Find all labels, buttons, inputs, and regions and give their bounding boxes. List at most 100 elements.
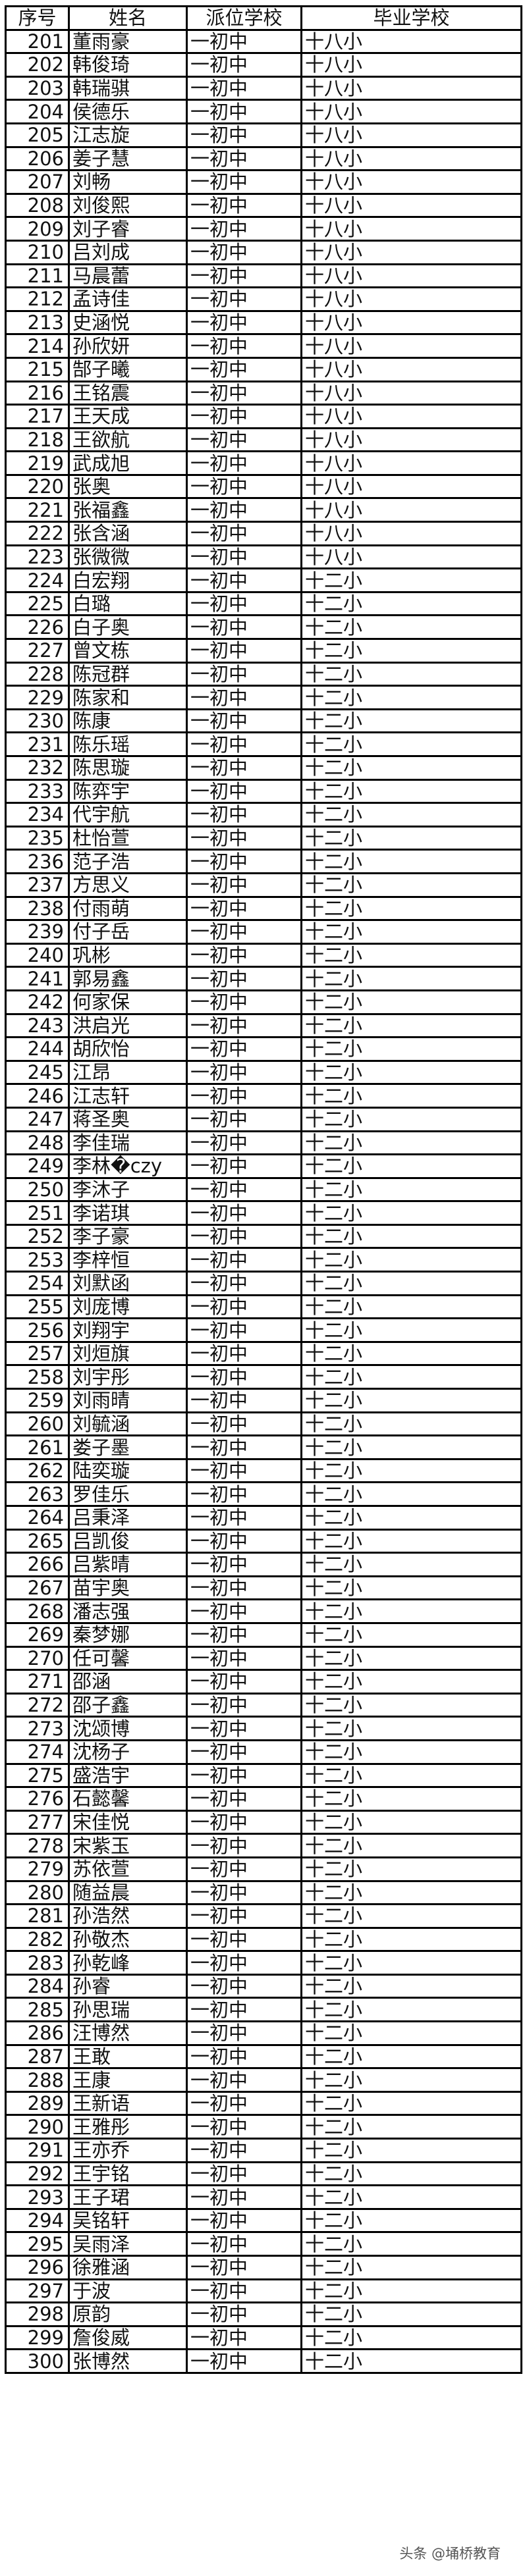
row-number: 238 [5, 895, 70, 922]
student-name: 刘默函 [68, 1271, 188, 1296]
row-number: 280 [5, 1879, 70, 1906]
row-number: 285 [5, 1997, 70, 2023]
assigned-school: 一初中 [186, 1271, 302, 1296]
watermark: 头条 @埇桥教育 [399, 2546, 501, 2562]
graduate-school: 十八小 [300, 521, 522, 546]
student-name: 吕紫晴 [68, 1552, 188, 1577]
row-number: 244 [5, 1036, 70, 1062]
graduate-school: 十八小 [300, 404, 522, 429]
table-row: 204 侯德乐 一初中 十八小 [5, 99, 522, 124]
student-name: 孙敬杰 [68, 1926, 188, 1953]
table-row: 274 沈杨子 一初中 十二小 [5, 1739, 522, 1765]
student-name: 王康 [68, 2067, 188, 2093]
assigned-school: 一初中 [186, 872, 302, 898]
row-number: 209 [5, 216, 70, 242]
assigned-school: 一初中 [186, 1645, 302, 1671]
graduate-school: 十二小 [300, 1388, 522, 1413]
table-row: 229 陈家和 一初中 十二小 [5, 685, 522, 710]
student-name: 张福鑫 [68, 497, 188, 523]
assigned-school: 一初中 [186, 989, 302, 1015]
assigned-school: 一初中 [186, 1083, 302, 1109]
graduate-school: 十二小 [300, 1598, 522, 1624]
student-name: 邵子鑫 [68, 1692, 188, 1718]
student-name: 郭易鑫 [68, 966, 188, 991]
table-row: 261 娄子墨 一初中 十二小 [5, 1434, 522, 1460]
graduate-school: 十八小 [300, 356, 522, 382]
student-name: 潘志强 [68, 1598, 188, 1624]
table-row: 276 石懿馨 一初中 十二小 [5, 1786, 522, 1812]
row-number: 234 [5, 802, 70, 828]
assigned-school: 一初中 [186, 1247, 302, 1273]
graduate-school: 十二小 [300, 895, 522, 922]
graduate-school: 十二小 [300, 872, 522, 898]
assigned-school: 一初中 [186, 2114, 302, 2140]
table-row: 238 付雨萌 一初中 十二小 [5, 895, 522, 922]
graduate-school: 十二小 [300, 1247, 522, 1273]
table-row: 207 刘畅 一初中 十八小 [5, 169, 522, 195]
assigned-school: 一初中 [186, 919, 302, 945]
assigned-school: 一初中 [186, 1552, 302, 1577]
graduate-school: 十二小 [300, 849, 522, 874]
table-row: 253 李梓恒 一初中 十二小 [5, 1247, 522, 1273]
student-name: 陈冠群 [68, 661, 188, 687]
row-number: 298 [5, 2301, 70, 2327]
row-number: 241 [5, 966, 70, 991]
student-name: 蒋圣奥 [68, 1106, 188, 1132]
student-name: 方思义 [68, 872, 188, 898]
assigned-school: 一初中 [186, 1926, 302, 1953]
table-row: 208 刘俊熙 一初中 十八小 [5, 192, 522, 219]
row-number: 266 [5, 1552, 70, 1577]
row-number: 231 [5, 731, 70, 757]
assigned-school: 一初中 [186, 591, 302, 617]
assigned-school: 一初中 [186, 404, 302, 429]
table-row: 290 王雅彤 一初中 十二小 [5, 2114, 522, 2140]
graduate-school: 十二小 [300, 1926, 522, 1953]
assigned-school: 一初中 [186, 2138, 302, 2163]
student-name: 白宏翔 [68, 567, 188, 593]
assigned-school: 一初中 [186, 1621, 302, 1648]
table-row: 215 郜子曦 一初中 十八小 [5, 356, 522, 382]
assigned-school: 一初中 [186, 1153, 302, 1179]
row-number: 278 [5, 1833, 70, 1858]
row-number: 237 [5, 872, 70, 898]
row-number: 215 [5, 356, 70, 382]
assigned-school: 一初中 [186, 1130, 302, 1156]
assigned-school: 一初中 [186, 2255, 302, 2280]
row-number: 240 [5, 942, 70, 968]
graduate-school: 十二小 [300, 2090, 522, 2116]
table-row: 296 徐雅涵 一初中 十二小 [5, 2255, 522, 2280]
student-name: 刘畅 [68, 169, 188, 195]
table-row: 255 刘庞博 一初中 十二小 [5, 1294, 522, 1320]
student-name: 孙乾峰 [68, 1950, 188, 1976]
table-row: 263 罗佳乐 一初中 十二小 [5, 1481, 522, 1507]
row-number: 259 [5, 1388, 70, 1413]
table-row: 260 刘毓涵 一初中 十二小 [5, 1411, 522, 1437]
table-row: 249 李林�czy 一初中 十二小 [5, 1153, 522, 1179]
student-name: 刘俊熙 [68, 192, 188, 219]
row-number: 229 [5, 685, 70, 710]
table-row: 251 李诺琪 一初中 十二小 [5, 1200, 522, 1226]
row-number: 293 [5, 2184, 70, 2210]
row-number: 282 [5, 1926, 70, 1953]
row-number: 211 [5, 263, 70, 289]
student-name: 孟诗佳 [68, 286, 188, 312]
student-name: 盛浩宇 [68, 1762, 188, 1789]
student-name: 邵涵 [68, 1669, 188, 1695]
graduate-school: 十八小 [300, 333, 522, 359]
assigned-school: 一初中 [186, 2090, 302, 2116]
graduate-school: 十二小 [300, 1364, 522, 1390]
row-number: 250 [5, 1176, 70, 1203]
student-name: 胡欣怡 [68, 1036, 188, 1062]
assigned-school: 一初中 [186, 685, 302, 710]
table-row: 248 李佳瑞 一初中 十二小 [5, 1130, 522, 1156]
table-row: 245 江昂 一初中 十二小 [5, 1059, 522, 1086]
row-number: 255 [5, 1294, 70, 1320]
assigned-school: 一初中 [186, 1411, 302, 1437]
table-row: 241 郭易鑫 一初中 十二小 [5, 966, 522, 991]
graduate-school: 十二小 [300, 1716, 522, 1741]
row-number: 270 [5, 1645, 70, 1671]
assigned-school: 一初中 [186, 216, 302, 242]
student-name: 李沐子 [68, 1176, 188, 1203]
student-name: 王铭震 [68, 380, 188, 406]
student-name: 吕凯俊 [68, 1528, 188, 1554]
